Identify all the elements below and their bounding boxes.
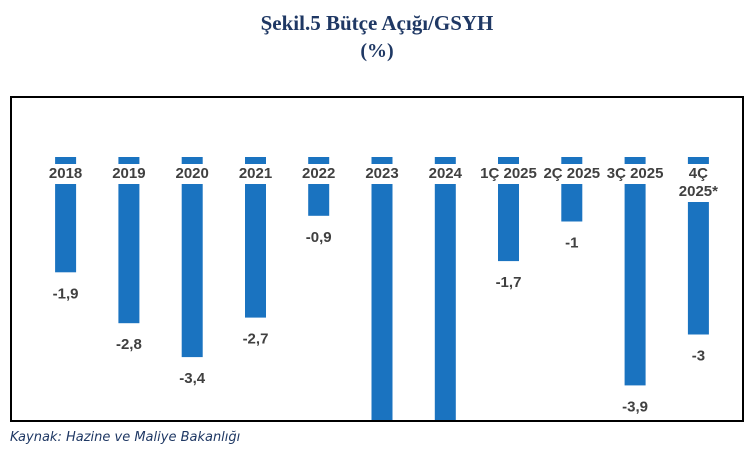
data-label-7: -1,7 (496, 274, 522, 291)
category-label-bg-3 (225, 164, 286, 184)
data-label-2: -3,4 (179, 370, 206, 387)
category-label-2: 2020 (176, 165, 209, 182)
data-label-0: -1,9 (53, 285, 79, 302)
category-label-7: 1Ç 2025 (480, 165, 537, 182)
category-label-4: 2022 (302, 165, 335, 182)
data-label-3: -2,7 (243, 331, 269, 348)
category-label-bg-1 (98, 164, 159, 184)
category-label-bg-6 (415, 164, 476, 184)
bar-6 (434, 157, 456, 420)
data-label-4: -0,9 (306, 229, 332, 246)
category-label-bg-10 (668, 164, 729, 202)
category-label-bg-7 (478, 164, 539, 184)
category-label-5: 2023 (365, 165, 398, 182)
chart-title: Şekil.5 Bütçe Açığı/GSYH (260, 11, 494, 35)
data-label-9: -3,9 (622, 398, 648, 415)
category-label-1: 2019 (112, 165, 145, 182)
source-note: Kaynak: Hazine ve Maliye Bakanlığı (10, 430, 241, 445)
data-label-10: -3 (692, 348, 705, 365)
category-label-3: 2021 (239, 165, 272, 182)
bar-1 (118, 157, 140, 324)
category-label-10-0: 4Ç (689, 165, 708, 182)
category-label-9: 3Ç 2025 (607, 165, 664, 182)
category-label-0: 2018 (49, 165, 82, 182)
category-label-bg-2 (162, 164, 223, 184)
bar-9 (624, 157, 646, 386)
category-label-8: 2Ç 2025 (543, 165, 600, 182)
bar-chart: 2018 -1,9 2019 -2,8 2020 -3,4 2021 -2,7 2022 -0,9… (35, 157, 729, 420)
category-label-bg-8 (541, 164, 602, 184)
category-label-bg-9 (605, 164, 666, 184)
bar-0 (55, 157, 77, 273)
data-label-1: -2,8 (116, 336, 142, 353)
data-label-8: -1 (565, 235, 578, 252)
bar-5 (371, 157, 393, 420)
category-label-6: 2024 (429, 165, 463, 182)
bar-2 (181, 157, 203, 358)
category-label-bg-4 (288, 164, 349, 184)
bar-3 (245, 157, 266, 318)
chart-subtitle: (%) (360, 40, 394, 62)
category-label-bg-0 (35, 164, 96, 184)
category-label-bg-5 (352, 164, 412, 184)
chart-frame: 2018 -1,9 2019 -2,8 2020 -3,4 2021 -2,7 2022 -0,9… (10, 96, 744, 422)
category-label-10-1: 2025* (679, 183, 718, 200)
